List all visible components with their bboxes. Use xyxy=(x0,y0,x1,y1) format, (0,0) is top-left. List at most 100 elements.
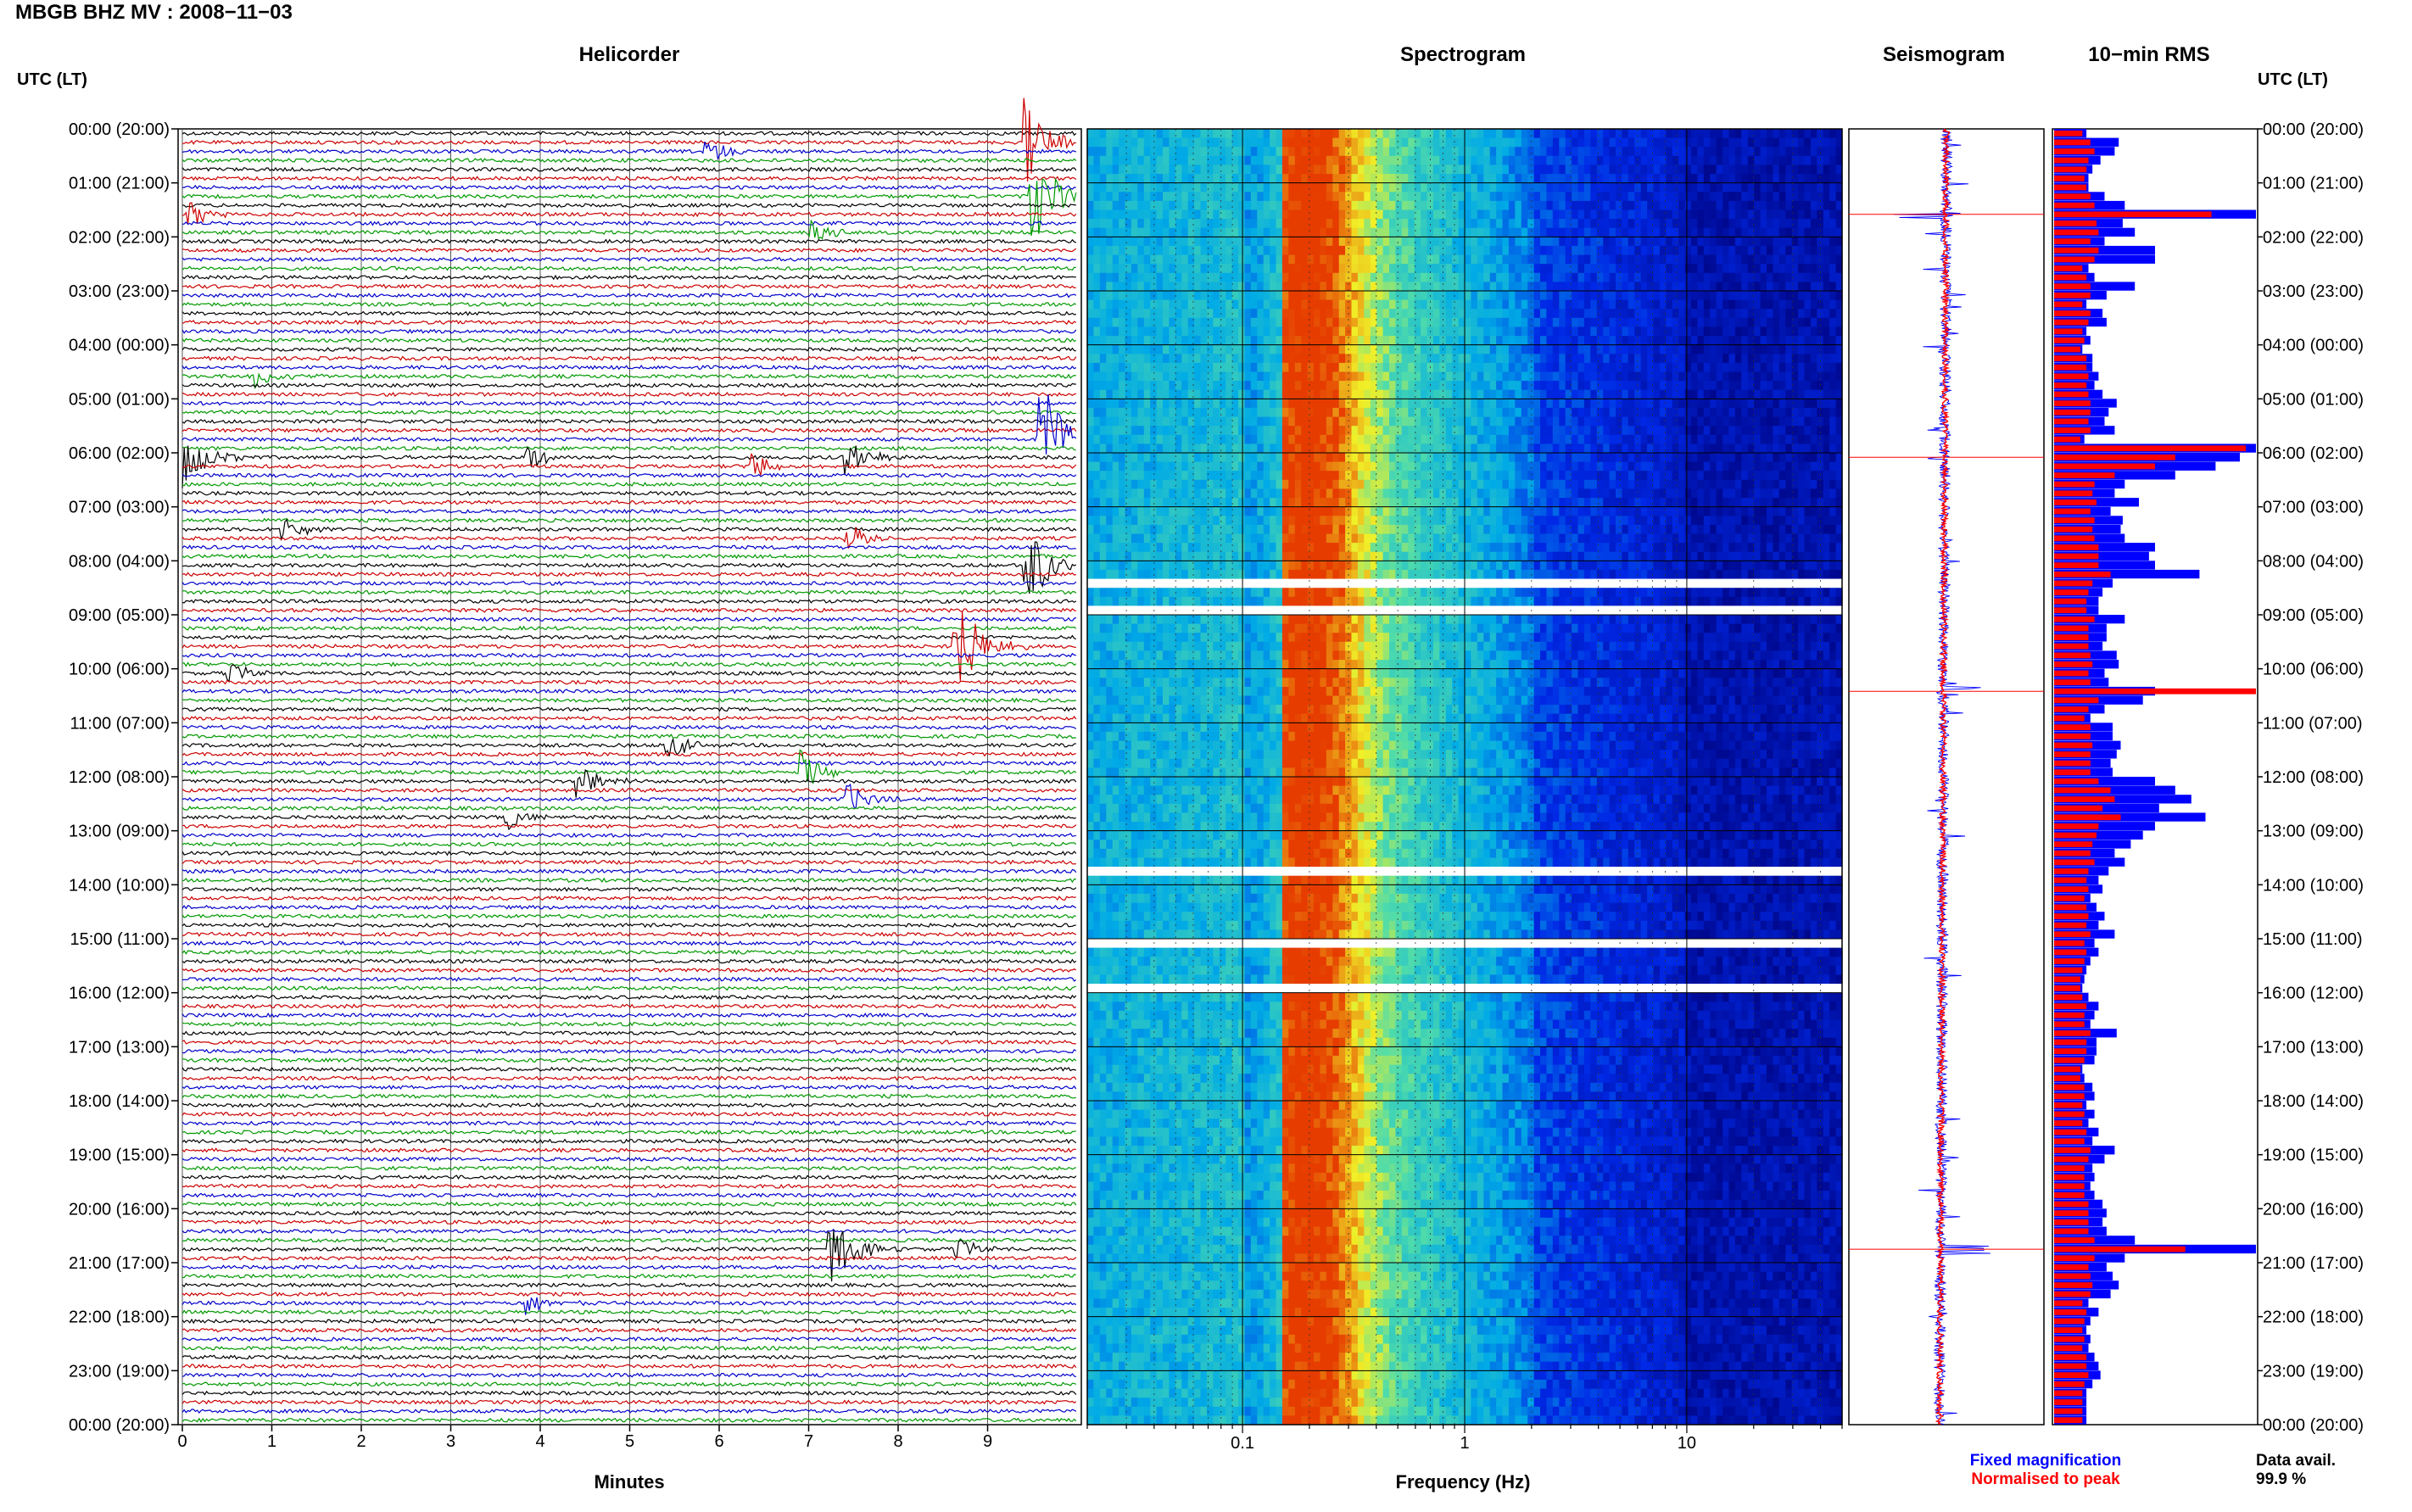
spectrogram-cell xyxy=(1666,363,1672,372)
spectrogram-cell xyxy=(1364,300,1371,310)
spectrogram-cell xyxy=(1295,156,1302,165)
spectrogram-cell xyxy=(1264,219,1270,228)
spectrogram-cell xyxy=(1376,183,1383,192)
spectrogram-cell xyxy=(1584,201,1591,210)
spectrogram-cell xyxy=(1395,138,1402,148)
spectrogram-cell xyxy=(1729,399,1736,408)
spectrogram-cell xyxy=(1792,165,1799,174)
spectrogram-cell xyxy=(1364,165,1371,174)
spectrogram-cell xyxy=(1389,228,1396,237)
spectrogram-cell xyxy=(1798,300,1805,310)
spectrogram-cell xyxy=(1220,147,1226,156)
spectrogram-cell xyxy=(1811,201,1817,210)
spectrogram-cell xyxy=(1150,488,1157,498)
spectrogram-cell xyxy=(1395,326,1402,336)
spectrogram-cell xyxy=(1270,255,1276,265)
spectrogram-cell xyxy=(1534,291,1541,300)
spectrogram-cell xyxy=(1597,156,1604,165)
spectrogram-cell xyxy=(1402,291,1409,300)
spectrogram-cell xyxy=(1433,183,1440,192)
spectrogram-cell xyxy=(1282,435,1289,444)
spectrogram-cell xyxy=(1295,363,1302,372)
spectrogram-cell xyxy=(1829,219,1836,228)
spectrogram-cell xyxy=(1741,480,1748,489)
spectrogram-cell xyxy=(1251,354,1258,363)
spectrogram-cell xyxy=(1527,444,1534,453)
spectrogram-cell xyxy=(1238,174,1245,183)
spectrogram-cell xyxy=(1717,147,1723,156)
spectrogram-cell xyxy=(1792,462,1799,471)
spectrogram-cell xyxy=(1389,471,1396,480)
spectrogram-cell xyxy=(1805,174,1812,183)
spectrogram-cell xyxy=(1503,183,1510,192)
spectrogram-cell xyxy=(1188,291,1195,300)
spectrogram-cell xyxy=(1509,201,1516,210)
spectrogram-cell xyxy=(1100,228,1107,237)
spectrogram-cell xyxy=(1654,273,1661,282)
spectrogram-cell xyxy=(1181,291,1188,300)
spectrogram-cell xyxy=(1157,183,1164,192)
spectrogram-cell xyxy=(1754,462,1761,471)
spectrogram-cell xyxy=(1465,219,1471,228)
spectrogram-cell xyxy=(1654,435,1661,444)
spectrogram-cell xyxy=(1308,426,1315,435)
spectrogram-cell xyxy=(1773,219,1779,228)
spectrogram-cell xyxy=(1546,255,1553,265)
spectrogram-cell xyxy=(1767,471,1773,480)
spectrogram-cell xyxy=(1257,354,1264,363)
spectrogram-cell xyxy=(1163,201,1170,210)
spectrogram-cell xyxy=(1527,426,1534,435)
spectrogram-cell xyxy=(1459,282,1466,291)
spectrogram-cell xyxy=(1376,273,1383,282)
spectrogram-cell xyxy=(1389,336,1396,345)
spectrogram-cell xyxy=(1157,471,1164,480)
spectrogram-cell xyxy=(1301,219,1308,228)
spectrogram-cell xyxy=(1452,147,1459,156)
spectrogram-cell xyxy=(1358,471,1365,480)
spectrogram-cell xyxy=(1534,192,1541,201)
spectrogram-cell xyxy=(1188,453,1195,462)
spectrogram-cell xyxy=(1509,309,1516,318)
spectrogram-cell xyxy=(1717,354,1723,363)
spectrogram-cell xyxy=(1131,255,1138,265)
spectrogram-cell xyxy=(1527,381,1534,390)
spectrogram-cell xyxy=(1540,291,1547,300)
spectrogram-cell xyxy=(1320,255,1326,265)
spectrogram-cell xyxy=(1647,326,1654,336)
spectrogram-cell xyxy=(1654,480,1661,489)
spectrogram-cell xyxy=(1446,246,1453,255)
spectrogram-cell xyxy=(1181,345,1188,354)
spectrogram-cell xyxy=(1823,201,1830,210)
spectrogram-cell xyxy=(1364,201,1371,210)
spectrogram-cell xyxy=(1735,264,1742,273)
spectrogram-cell xyxy=(1566,129,1572,138)
spectrogram-cell xyxy=(1521,399,1528,408)
spectrogram-cell xyxy=(1798,228,1805,237)
spectrogram-cell xyxy=(1282,426,1289,435)
spectrogram-cell xyxy=(1383,354,1390,363)
spectrogram-cell xyxy=(1131,336,1138,345)
spectrogram-cell xyxy=(1704,318,1711,327)
spectrogram-cell xyxy=(1710,183,1717,192)
spectrogram-cell xyxy=(1754,381,1761,390)
spectrogram-cell xyxy=(1295,192,1302,201)
spectrogram-cell xyxy=(1276,138,1283,148)
spectrogram-cell xyxy=(1590,300,1597,310)
spectrogram-cell xyxy=(1415,210,1421,220)
spectrogram-cell xyxy=(1213,228,1220,237)
spectrogram-cell xyxy=(1320,408,1326,417)
spectrogram-cell xyxy=(1326,372,1333,382)
spectrogram-cell xyxy=(1125,336,1132,345)
spectrogram-cell xyxy=(1459,435,1466,444)
spectrogram-cell xyxy=(1213,264,1220,273)
spectrogram-cell xyxy=(1761,255,1767,265)
spectrogram-cell xyxy=(1572,156,1578,165)
spectrogram-cell xyxy=(1546,219,1553,228)
spectrogram-cell xyxy=(1376,318,1383,327)
spectrogram-cell xyxy=(1194,174,1201,183)
spectrogram-cell xyxy=(1754,255,1761,265)
spectrogram-cell xyxy=(1717,201,1723,210)
spectrogram-cell xyxy=(1295,471,1302,480)
spectrogram-cell xyxy=(1106,480,1113,489)
spectrogram-cell xyxy=(1144,318,1151,327)
